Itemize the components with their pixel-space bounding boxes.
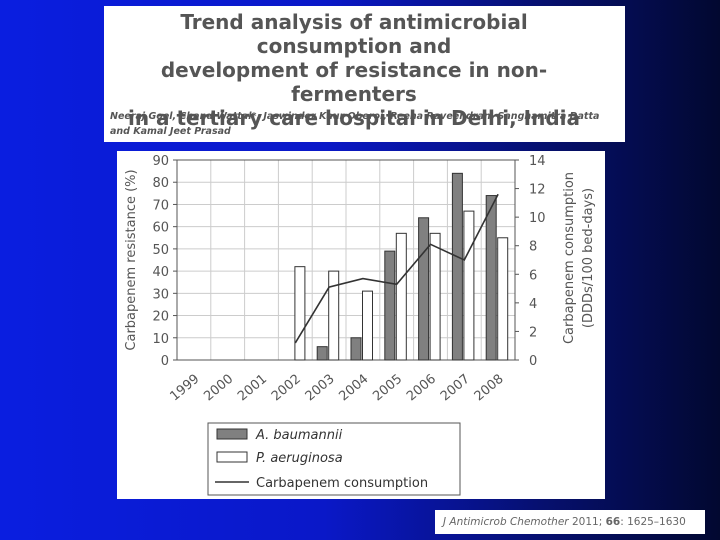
y2-tick-label: 14 [529,154,546,169]
y2-tick-label: 6 [529,268,537,283]
citation-volume: 66 [605,516,621,528]
x-tick-label: 2002 [269,372,304,405]
bar-p-aeruginosa [328,270,340,361]
y-tick-label: 70 [152,198,169,213]
x-tick-label: 2008 [472,372,507,405]
y2-axis-title-units: (DDDs/100 bed-days) [581,188,596,328]
title-panel: Trend analysis of antimicrobial consumpt… [104,6,625,142]
citation-pages: : 1625–1630 [620,516,686,528]
paper-title: Trend analysis of antimicrobial consumpt… [114,10,594,130]
bar-p-aeruginosa [463,210,475,361]
paper-authors: Neeraj Goel, Chand Wattal*, Jaswinder Ka… [110,109,622,139]
bar-a-baumannii [485,195,497,361]
legend-swatch-p-aeruginosa [216,451,248,463]
line-carbapenem-consumption [294,193,499,344]
legend-label-p-aeruginosa: P. aeruginosa [256,451,343,466]
y-tick-label: 80 [152,176,169,191]
x-tick-label: 2004 [336,372,371,405]
bar-a-baumannii [350,337,362,361]
chart: 0102030405060708090024681012141999200020… [124,154,596,496]
legend-swatch-a-baumannii [216,428,248,440]
bar-a-baumannii [316,346,328,361]
bar-p-aeruginosa [429,232,441,361]
y-tick-label: 0 [161,354,169,369]
citation: J Antimicrob Chemother 2011; 66: 1625–16… [435,510,705,534]
y2-tick-label: 0 [529,354,537,369]
legend-label-a-baumannii: A. baumannii [255,428,343,443]
title-line-1: Trend analysis of antimicrobial consumpt… [180,10,528,58]
legend-label-consumption: Carbapenem consumption [256,476,428,491]
x-tick-label: 2007 [438,372,473,405]
y-tick-label: 60 [152,221,169,236]
x-tick-label: 2003 [303,372,338,405]
y2-axis-title: Carbapenem consumption [562,172,577,344]
bar-a-baumannii [451,172,463,361]
authors-line-1: Neeraj Goel, Chand Wattal*, Jaswinder Ka… [110,111,600,122]
x-tick-label: 2001 [235,372,270,405]
y2-tick-label: 8 [529,240,537,255]
y-tick-label: 30 [152,287,169,302]
y-tick-label: 20 [152,310,169,325]
x-tick-label: 2000 [201,372,236,405]
authors-line-2: and Kamal Jeet Prasad [110,126,231,137]
y2-tick-label: 12 [529,183,546,198]
x-tick-label: 1999 [167,372,202,405]
y2-tick-label: 10 [529,211,546,226]
y2-tick-label: 4 [529,297,537,312]
title-line-2: development of resistance in non-ferment… [160,58,548,106]
bar-p-aeruginosa [395,232,407,361]
bar-a-baumannii [384,250,396,361]
y-tick-label: 40 [152,265,169,280]
citation-year: 2011; [571,516,603,528]
legend-box [207,422,461,496]
citation-journal: J Antimicrob Chemother [443,516,569,528]
plot-frame [176,159,516,361]
x-tick-label: 2005 [370,372,405,405]
bar-p-aeruginosa [497,237,509,361]
y-axis-title: Carbapenem resistance (%) [124,169,139,350]
y-tick-label: 10 [152,332,169,347]
bar-a-baumannii [418,217,430,361]
y-tick-label: 90 [152,154,169,169]
y2-tick-label: 2 [529,325,537,340]
bar-p-aeruginosa [294,266,306,361]
bar-p-aeruginosa [362,290,373,361]
x-tick-label: 2006 [404,372,439,405]
title-line-3: in a tertiary care hospital in Delhi, In… [127,106,581,130]
chart-panel: 0 10 20 30 40 50 60 70 80 90 0 2 4 6 8 10 12 14 1999 2000 20… [117,151,605,499]
y-tick-label: 50 [152,243,169,258]
